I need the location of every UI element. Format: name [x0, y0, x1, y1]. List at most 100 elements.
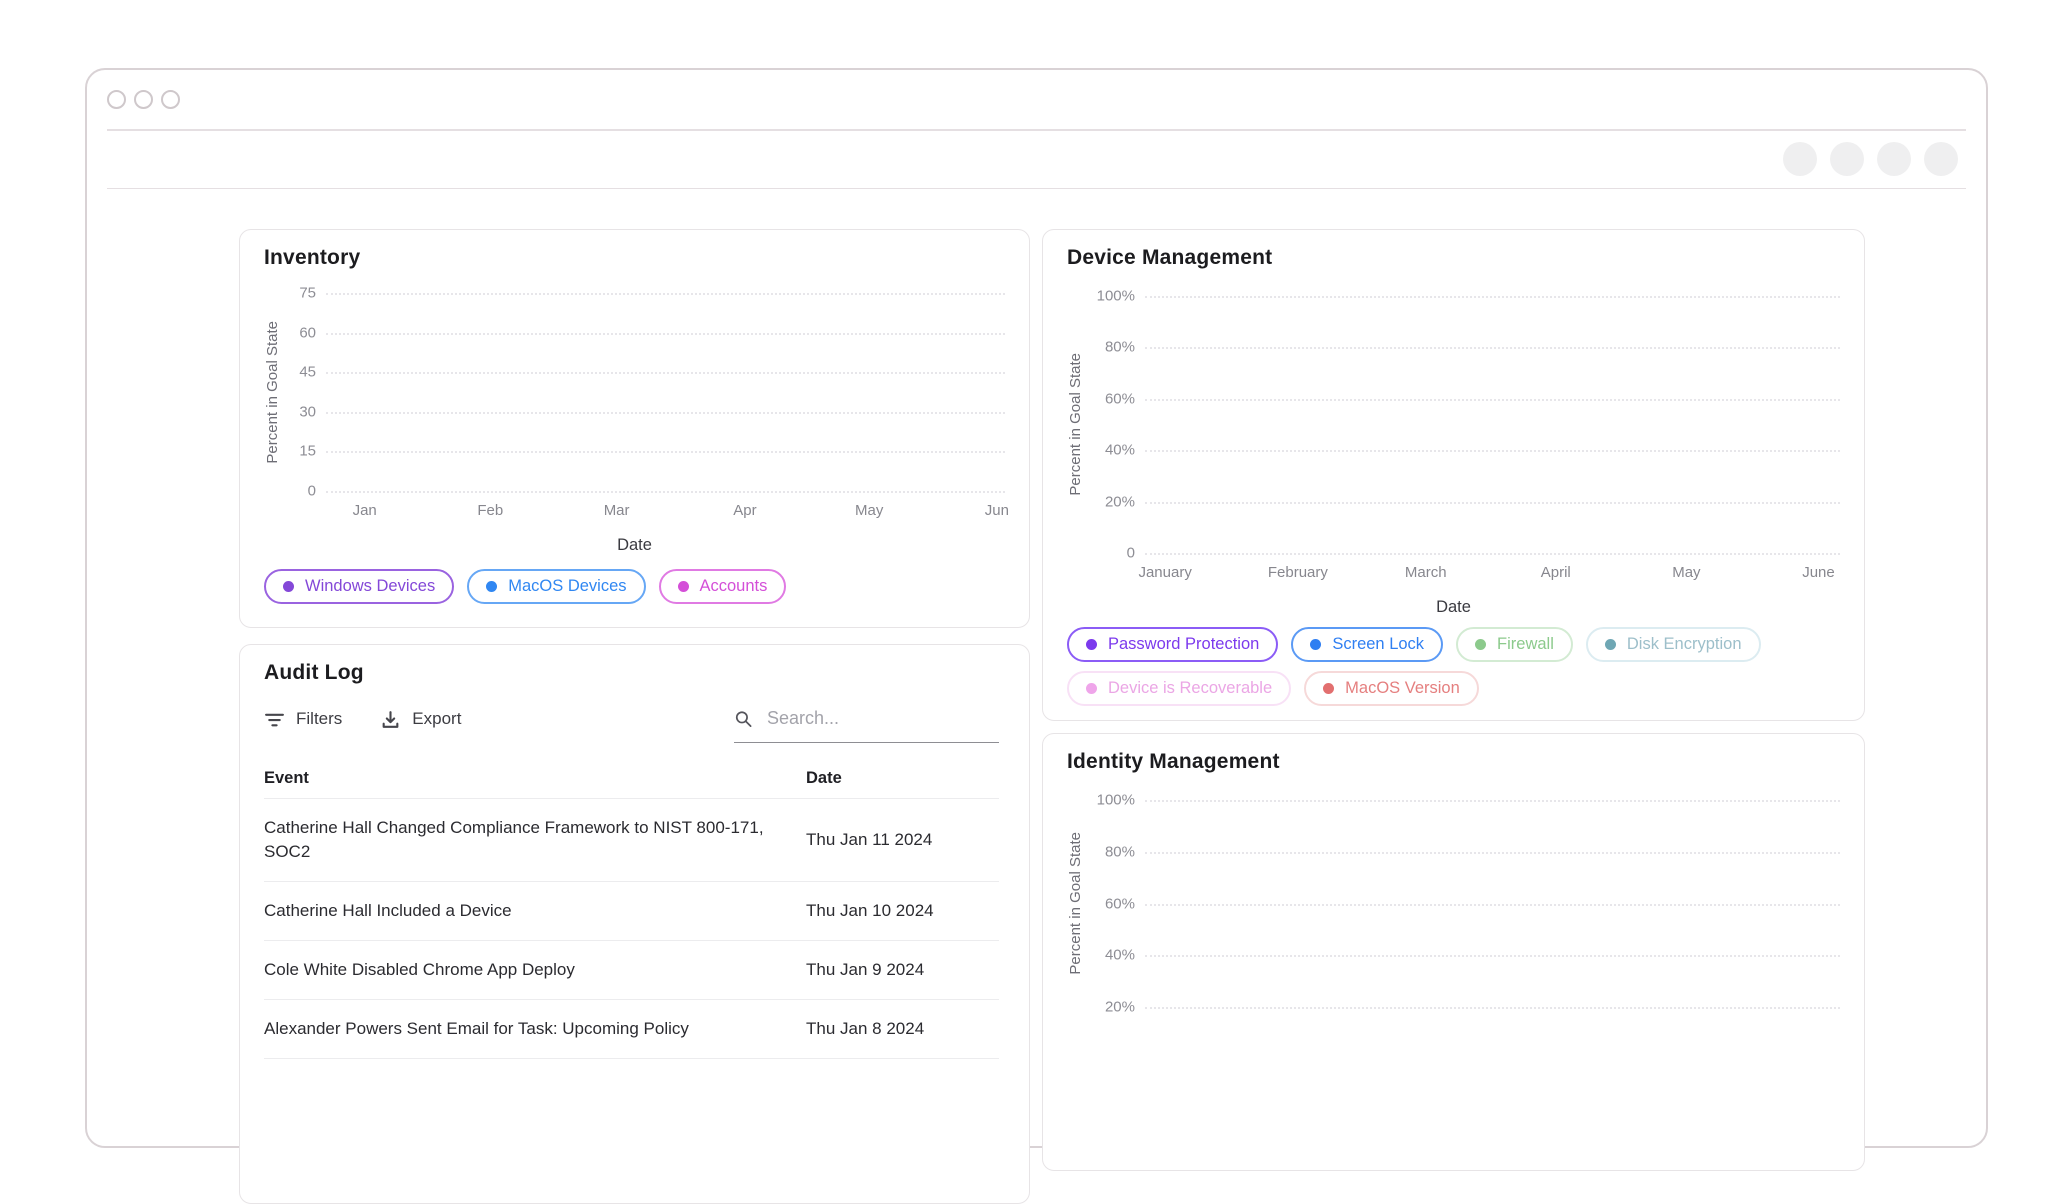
legend-dot-icon — [1086, 683, 1097, 694]
legend-chip-label: Screen Lock — [1332, 635, 1425, 653]
x-axis-ticks: January February March April May June — [1138, 564, 1840, 584]
y-axis-label: Percent in Goal State — [1066, 353, 1084, 496]
legend-chip-firewall[interactable]: Firewall — [1456, 627, 1573, 662]
legend-chip-disk-encryption[interactable]: Disk Encryption — [1585, 627, 1761, 662]
legend-chip-macos-version[interactable]: MacOS Version — [1304, 671, 1479, 706]
legend-dot-icon — [677, 581, 689, 592]
x-tick-label: February — [1267, 564, 1328, 581]
y-tick-label: 0 — [307, 482, 316, 500]
x-tick-label: Jan — [352, 502, 377, 519]
audit-log-card: Audit Log Filters — [239, 644, 1030, 1204]
inventory-card: Inventory Percent in Goal State 75 60 45 30… — [239, 229, 1030, 628]
navbar-placeholder-icon[interactable] — [1877, 142, 1911, 176]
legend-chip-accounts[interactable]: Accounts — [658, 569, 787, 604]
date-cell: Thu Jan 10 2024 — [806, 901, 934, 920]
x-tick-label: Apr — [733, 502, 757, 519]
x-axis-ticks: Jan Feb Mar Apr May Jun — [326, 502, 1009, 522]
y-tick-label: 30 — [299, 403, 316, 421]
export-button[interactable]: Export — [380, 709, 461, 730]
gridline — [1145, 955, 1840, 958]
table-row[interactable]: Catherine Hall Included a Device Thu Jan … — [264, 882, 999, 941]
search-icon — [735, 710, 752, 727]
gridline — [326, 451, 1005, 454]
y-tick-label: 60% — [1104, 390, 1135, 408]
gridline — [326, 411, 1005, 414]
y-tick-label: 80% — [1104, 338, 1135, 356]
gridline — [326, 293, 1005, 295]
y-tick-label: 100% — [1096, 287, 1135, 305]
window-control-icon[interactable] — [107, 90, 126, 109]
date-cell: Thu Jan 8 2024 — [806, 1019, 925, 1038]
y-axis-label: Percent in Goal State — [1066, 832, 1084, 975]
table-row[interactable]: Catherine Hall Changed Compliance Framew… — [264, 799, 999, 882]
y-tick-label: 100% — [1096, 791, 1135, 809]
device-management-title: Device Management — [1067, 246, 1273, 269]
plot-area — [1145, 296, 1840, 555]
y-tick-label: 60% — [1104, 895, 1135, 912]
device-legend-row-1: Password Protection Screen Lock Firewall Di… — [1067, 627, 1840, 662]
y-tick-label: 60 — [299, 324, 316, 342]
legend-chip-password-protection[interactable]: Password Protection — [1067, 627, 1279, 662]
inventory-legend: Windows Devices MacOS Devices Accounts — [264, 569, 1005, 627]
search-box — [734, 695, 999, 743]
window-control-icon[interactable] — [134, 90, 153, 109]
audit-table-header: Event Date — [264, 767, 999, 799]
legend-chip-macos-devices[interactable]: MacOS Devices — [467, 569, 646, 604]
x-tick-label: Feb — [477, 502, 504, 519]
y-tick-label: 80% — [1104, 843, 1135, 861]
x-tick-label: Mar — [603, 502, 630, 519]
gridline — [1145, 501, 1840, 504]
x-axis-title: Date — [1436, 598, 1471, 616]
top-navbar — [87, 131, 1986, 188]
navbar-divider — [107, 187, 1966, 189]
audit-table: Event Date Catherine Hall Changed Compli… — [264, 767, 999, 1059]
legend-chip-label: Password Protection — [1108, 635, 1260, 653]
window-control-icon[interactable] — [161, 90, 180, 109]
date-cell: Thu Jan 9 2024 — [806, 960, 925, 979]
identity-management-chart: Percent in Goal State 100% 80% 60% 40% 20% — [1066, 792, 1840, 1016]
filter-icon — [265, 713, 284, 726]
y-tick-label: 0 — [1126, 544, 1135, 562]
event-cell: Catherine Hall Changed Compliance Framew… — [264, 818, 764, 861]
legend-chip-label: Disk Encryption — [1626, 635, 1742, 653]
table-row[interactable]: Cole White Disabled Chrome App Deploy Thu… — [264, 941, 999, 1000]
legend-dot-icon — [1323, 683, 1335, 694]
plot-area — [326, 293, 1005, 493]
legend-dot-icon — [1475, 639, 1487, 650]
device-management-chart: Percent in Goal State 100% 80% 60% 40% 20% 0 — [1066, 288, 1840, 562]
navbar-placeholder-icon[interactable] — [1830, 142, 1864, 176]
legend-chip-device-is-recoverable[interactable]: Device is Recoverable — [1067, 671, 1292, 706]
identity-management-card: Identity Management Percent in Goal Stat… — [1042, 733, 1865, 1171]
device-legend-row-2: Device is Recoverable MacOS Version — [1067, 671, 1840, 720]
legend-dot-icon — [1310, 639, 1322, 650]
y-tick-label: 45 — [299, 363, 316, 381]
gridline — [1145, 800, 1840, 802]
app-window: Inventory Percent in Goal State 75 60 45 30… — [85, 68, 1988, 1204]
x-tick-label: March — [1404, 564, 1447, 581]
filters-button[interactable]: Filters — [264, 709, 342, 730]
audit-log-title: Audit Log — [264, 661, 364, 684]
device-management-card: Device Management Percent in Goal State … — [1042, 229, 1865, 721]
export-label: Export — [412, 709, 462, 728]
date-cell: Thu Jan 11 2024 — [806, 830, 933, 849]
navbar-placeholder-icon[interactable] — [1924, 142, 1958, 176]
legend-chip-screen-lock[interactable]: Screen Lock — [1291, 627, 1444, 662]
download-icon — [382, 710, 399, 728]
filters-label: Filters — [296, 709, 343, 728]
x-tick-label: Jun — [984, 502, 1009, 519]
event-cell: Catherine Hall Included a Device — [264, 901, 512, 920]
inventory-title: Inventory — [264, 246, 361, 269]
inventory-chart: Percent in Goal State 75 60 45 30 15 0 — [264, 285, 1005, 500]
gridline — [1145, 347, 1840, 350]
legend-chip-label: Windows Devices — [305, 577, 436, 595]
audit-table-body: Catherine Hall Changed Compliance Framew… — [264, 799, 999, 1059]
event-cell: Alexander Powers Sent Email for Task: Up… — [264, 1019, 689, 1038]
gridline — [1145, 903, 1840, 906]
search-input[interactable] — [767, 708, 999, 729]
gridline — [326, 372, 1005, 375]
navbar-placeholder-icon[interactable] — [1783, 142, 1817, 176]
gridline — [1145, 553, 1840, 555]
legend-chip-windows-devices[interactable]: Windows Devices — [264, 569, 455, 604]
legend-chip-label: Accounts — [699, 577, 768, 595]
x-tick-label: May — [1672, 564, 1701, 581]
